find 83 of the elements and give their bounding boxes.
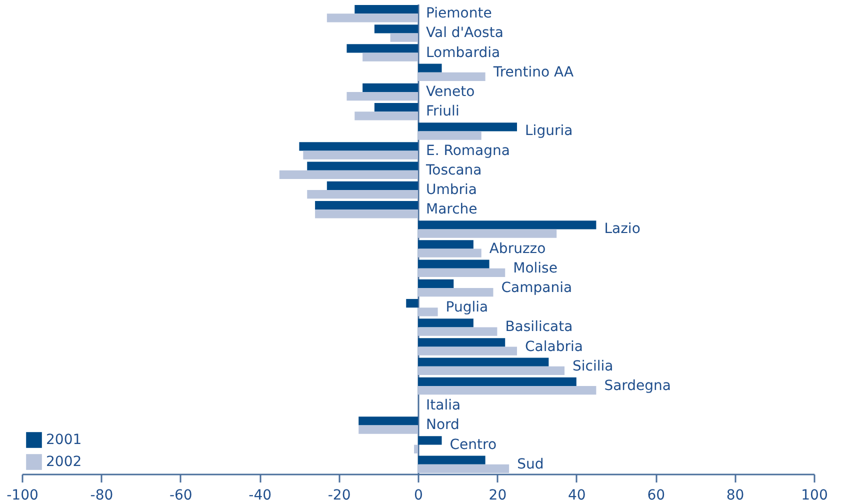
y-tick-label: Trentino AA bbox=[492, 64, 574, 80]
bar bbox=[418, 327, 498, 336]
bar bbox=[346, 44, 418, 53]
bar bbox=[418, 464, 510, 474]
bar bbox=[418, 436, 442, 445]
x-tick-label: 60 bbox=[647, 488, 666, 500]
bar bbox=[315, 210, 418, 218]
y-tick-label: Campania bbox=[501, 280, 572, 296]
y-tick-label: Lazio bbox=[604, 221, 640, 238]
x-tick-label: -20 bbox=[328, 488, 351, 500]
y-tick-label: Lombardia bbox=[426, 44, 500, 61]
x-tick-label: -40 bbox=[248, 488, 272, 500]
x-tick-label: -100 bbox=[6, 488, 38, 500]
bar bbox=[418, 279, 454, 288]
bar bbox=[418, 386, 596, 395]
bar bbox=[358, 416, 418, 426]
bar bbox=[418, 240, 474, 249]
y-tick-label: Veneto bbox=[426, 84, 475, 100]
y-tick-label: Puglia bbox=[446, 300, 488, 316]
bar bbox=[299, 142, 418, 151]
bar bbox=[418, 248, 482, 258]
bar bbox=[418, 366, 565, 376]
bar bbox=[418, 288, 494, 297]
bar bbox=[354, 4, 418, 14]
legend-label: 2001 bbox=[46, 432, 82, 448]
x-tick-label: -60 bbox=[169, 488, 192, 500]
bar bbox=[362, 83, 418, 92]
bar bbox=[279, 170, 418, 180]
bar bbox=[418, 338, 506, 347]
y-tick-label: Piemonte bbox=[426, 6, 492, 22]
y-tick-label: Sicilia bbox=[572, 358, 614, 374]
y-tick-label: Calabria bbox=[525, 338, 583, 355]
y-tick-label: Sud bbox=[517, 456, 544, 472]
bar bbox=[307, 162, 418, 170]
x-tick-label: 80 bbox=[726, 488, 744, 500]
x-tick-label: 40 bbox=[568, 488, 586, 500]
y-tick-label: Marche bbox=[426, 202, 478, 218]
bar bbox=[418, 377, 576, 386]
y-tick-label: Umbria bbox=[426, 182, 477, 198]
x-tick-label: 20 bbox=[488, 488, 507, 500]
bar bbox=[406, 298, 418, 308]
bar bbox=[354, 112, 418, 120]
bar bbox=[418, 72, 486, 82]
bar bbox=[418, 220, 596, 230]
bar bbox=[418, 308, 438, 316]
bar bbox=[418, 131, 482, 140]
bar bbox=[362, 52, 418, 62]
legend-label: 2002 bbox=[46, 454, 82, 470]
bar bbox=[418, 122, 517, 132]
y-tick-label: Molise bbox=[513, 260, 558, 276]
y-tick-label: Centro bbox=[450, 436, 497, 453]
y-tick-label: Friuli bbox=[426, 104, 460, 120]
x-tick-label: 0 bbox=[414, 488, 423, 500]
y-tick-label: Italia bbox=[426, 398, 461, 414]
y-tick-label: Val d'Aosta bbox=[426, 25, 504, 42]
bar bbox=[307, 190, 418, 199]
bar bbox=[374, 24, 418, 34]
bar bbox=[390, 33, 418, 42]
bar bbox=[414, 444, 418, 454]
y-tick-label: E. Romagna bbox=[426, 142, 510, 159]
bar bbox=[326, 181, 418, 190]
bar bbox=[358, 425, 418, 434]
bar bbox=[418, 318, 474, 328]
bar bbox=[418, 260, 490, 268]
bar bbox=[418, 64, 442, 72]
y-tick-label: Nord bbox=[426, 417, 460, 434]
y-tick-label: Toscana bbox=[425, 162, 482, 178]
bar bbox=[418, 268, 506, 278]
bar bbox=[418, 229, 557, 238]
bar bbox=[303, 150, 418, 160]
bar bbox=[418, 358, 549, 366]
bar bbox=[418, 456, 486, 464]
bar bbox=[315, 200, 418, 210]
x-tick-label: -80 bbox=[90, 488, 114, 500]
bar bbox=[346, 92, 418, 101]
y-tick-label: Abruzzo bbox=[489, 240, 546, 257]
x-tick-label: 100 bbox=[801, 488, 828, 500]
bar bbox=[418, 346, 517, 356]
bar bbox=[374, 102, 418, 112]
y-tick-label: Liguria bbox=[525, 123, 573, 140]
y-tick-label: Basilicata bbox=[505, 319, 573, 336]
y-tick-label: Sardegna bbox=[604, 378, 672, 394]
bar bbox=[326, 14, 418, 22]
